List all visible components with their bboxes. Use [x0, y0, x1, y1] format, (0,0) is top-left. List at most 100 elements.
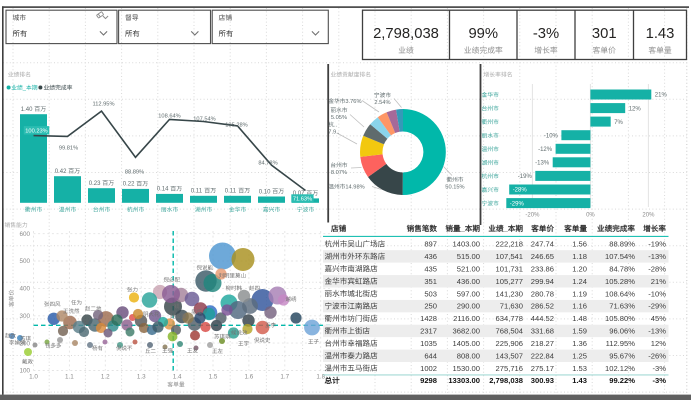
svg-text:1.2: 1.2	[101, 373, 110, 380]
svg-text:105.28%: 105.28%	[605, 277, 635, 286]
svg-text:0.22: 0.22	[123, 182, 135, 188]
svg-text:108.64%: 108.64%	[605, 289, 635, 298]
svg-text:5.05%: 5.05%	[331, 115, 347, 121]
svg-text:436: 436	[424, 252, 437, 261]
svg-text:1.8: 1.8	[316, 373, 325, 380]
svg-text:250: 250	[424, 302, 437, 311]
svg-text:-29%: -29%	[648, 302, 666, 311]
svg-text:1530.00: 1530.00	[453, 364, 480, 373]
svg-text:2,798,038: 2,798,038	[489, 376, 523, 385]
svg-text:1.53: 1.53	[572, 364, 587, 373]
svg-text:1.6: 1.6	[245, 373, 254, 380]
svg-text:99.81%: 99.81%	[59, 146, 78, 152]
svg-text:84.78%: 84.78%	[258, 161, 277, 167]
svg-text:3.76%: 3.76%	[345, 99, 361, 105]
svg-text:225,906: 225,906	[496, 339, 523, 348]
svg-text:-28%: -28%	[648, 264, 666, 273]
svg-text:108.64%: 108.64%	[158, 114, 180, 120]
svg-text:71.63%: 71.63%	[293, 197, 312, 203]
svg-text:1035: 1035	[420, 339, 437, 348]
svg-text:436.00: 436.00	[457, 277, 480, 286]
svg-text:1.5: 1.5	[209, 373, 218, 380]
svg-text:7%: 7%	[614, 120, 623, 126]
svg-text:280.78: 280.78	[531, 289, 554, 298]
svg-text:1.40: 1.40	[21, 107, 33, 113]
svg-text:1428: 1428	[420, 314, 437, 323]
svg-text:222.84: 222.84	[531, 351, 554, 360]
svg-text:88.89%: 88.89%	[609, 240, 635, 249]
svg-text:1.25: 1.25	[572, 351, 587, 360]
svg-text:301: 301	[592, 26, 617, 42]
svg-text:8.07%: 8.07%	[331, 170, 347, 176]
svg-text:99%: 99%	[468, 26, 498, 42]
svg-text:400: 400	[19, 286, 30, 293]
svg-text:12%: 12%	[651, 339, 666, 348]
svg-text:1.56: 1.56	[572, 240, 587, 249]
svg-text:0%: 0%	[586, 213, 595, 219]
svg-text:0.11: 0.11	[225, 189, 237, 195]
svg-text:1.24: 1.24	[572, 277, 587, 286]
svg-text:95.67%: 95.67%	[609, 351, 635, 360]
svg-text:143,507: 143,507	[496, 351, 523, 360]
svg-text:-10%: -10%	[544, 133, 559, 139]
svg-text:233.86: 233.86	[531, 264, 554, 273]
svg-text:20%: 20%	[642, 213, 655, 219]
svg-text:1.3: 1.3	[137, 373, 146, 380]
svg-text:9298: 9298	[420, 376, 437, 385]
svg-text:1.1: 1.1	[65, 373, 74, 380]
svg-text:0.23: 0.23	[89, 181, 101, 187]
svg-text:0.07: 0.07	[293, 191, 305, 197]
svg-text:-28%: -28%	[513, 188, 528, 194]
svg-text:500: 500	[19, 258, 30, 265]
svg-text:222,218: 222,218	[496, 240, 523, 249]
svg-text:112.95%: 112.95%	[606, 339, 636, 348]
svg-text:275,716: 275,716	[496, 364, 523, 373]
svg-text:2116.00: 2116.00	[453, 314, 480, 323]
svg-text:247.74: 247.74	[531, 240, 554, 249]
svg-text:141,230: 141,230	[496, 289, 523, 298]
svg-text:808.00: 808.00	[457, 351, 480, 360]
svg-text:634,778: 634,778	[496, 314, 523, 323]
svg-text:14.98%: 14.98%	[345, 185, 364, 191]
svg-text:_: _	[503, 224, 509, 233]
svg-text:300: 300	[19, 313, 30, 320]
svg-text:290.00: 290.00	[457, 302, 480, 311]
svg-text:3682.00: 3682.00	[453, 327, 480, 336]
svg-text:_: _	[22, 86, 27, 92]
svg-text:0.11: 0.11	[191, 189, 203, 195]
svg-text:45%: 45%	[651, 314, 666, 323]
svg-text:100: 100	[19, 368, 30, 375]
svg-text:1002: 1002	[420, 364, 437, 373]
svg-text:101,731: 101,731	[496, 264, 523, 273]
svg-text:50.15%: 50.15%	[445, 184, 464, 190]
svg-text:12%: 12%	[629, 106, 642, 112]
svg-text:351: 351	[424, 277, 437, 286]
svg-text:107.54%: 107.54%	[605, 252, 635, 261]
svg-text:105.28%: 105.28%	[225, 123, 247, 129]
svg-text:100.23%: 100.23%	[25, 128, 47, 134]
svg-text:1.4: 1.4	[173, 373, 182, 380]
svg-text:96.06%: 96.06%	[609, 327, 635, 336]
svg-text:600: 600	[19, 231, 30, 238]
svg-text:2,798,038: 2,798,038	[373, 26, 439, 42]
svg-text:218.27: 218.27	[531, 339, 554, 348]
svg-text:1.19: 1.19	[572, 289, 587, 298]
svg-text:299.94: 299.94	[531, 277, 554, 286]
svg-text:-19%: -19%	[518, 174, 533, 180]
svg-text:-3%: -3%	[533, 26, 559, 42]
svg-text:1.20: 1.20	[572, 264, 587, 273]
svg-text:21%: 21%	[655, 93, 668, 99]
svg-text:1.43: 1.43	[646, 26, 675, 42]
svg-text:515.00: 515.00	[457, 252, 480, 261]
svg-text:0.10: 0.10	[259, 189, 271, 195]
svg-text:105.80%: 105.80%	[605, 314, 635, 323]
svg-text:897: 897	[424, 240, 437, 249]
svg-text:1.48: 1.48	[572, 314, 587, 323]
svg-text:503: 503	[424, 289, 437, 298]
svg-text:768,504: 768,504	[496, 327, 523, 336]
svg-text:-29%: -29%	[510, 201, 525, 207]
svg-text:_: _	[460, 224, 466, 233]
svg-text:102.12%: 102.12%	[605, 364, 635, 373]
svg-text:..: ..	[334, 123, 338, 129]
svg-text:1.59: 1.59	[572, 327, 587, 336]
